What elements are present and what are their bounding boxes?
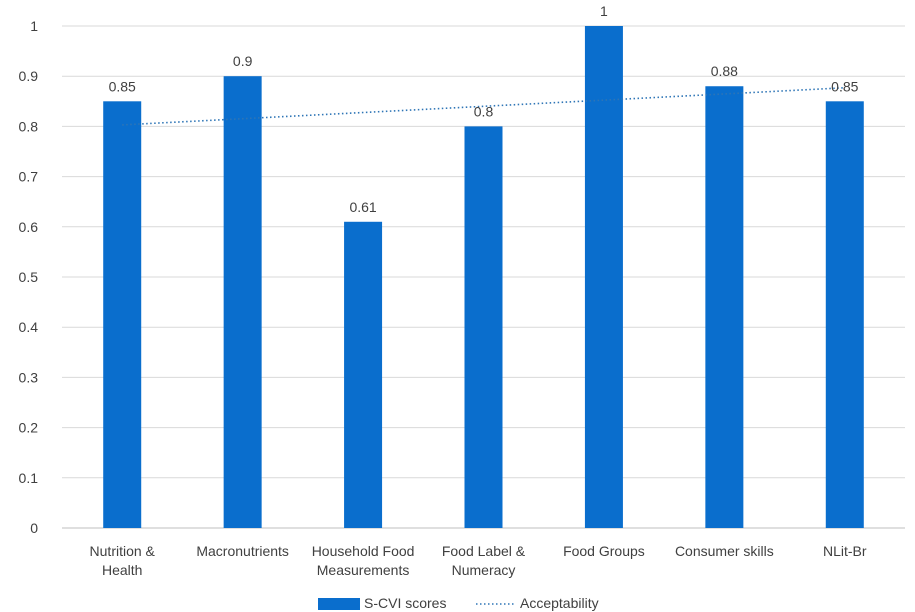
- legend-swatch-bar: [318, 598, 360, 610]
- y-tick-label: 0.6: [19, 219, 39, 235]
- data-label: 0.8: [474, 103, 494, 119]
- y-tick-label: 0: [30, 520, 38, 536]
- y-tick-label: 0.7: [19, 169, 39, 185]
- x-tick-label: Food Label & Numeracy: [442, 543, 526, 578]
- data-label: 0.88: [711, 63, 738, 79]
- legend-label: Acceptability: [520, 595, 599, 611]
- y-tick-label: 1: [30, 18, 38, 34]
- x-axis: Nutrition & Health Macronutrients Household…: [90, 543, 867, 578]
- y-axis: 0 0.1 0.2 0.3 0.4 0.5 0.6 0.7 0.8 0.9 1: [19, 18, 39, 536]
- bar: [584, 26, 623, 528]
- data-label: 0.61: [349, 199, 376, 215]
- y-tick-label: 0.8: [19, 118, 39, 134]
- data-label: 0.85: [831, 78, 858, 94]
- y-tick-label: 0.4: [19, 319, 39, 335]
- x-tick-label: Nutrition & Health: [90, 543, 156, 578]
- bar: [705, 86, 744, 529]
- y-tick-label: 0.9: [19, 68, 39, 84]
- x-tick-label: NLit-Br: [823, 543, 867, 559]
- data-label: 1: [600, 3, 608, 19]
- x-tick-label: Consumer skills: [675, 543, 774, 559]
- y-tick-label: 0.5: [19, 269, 39, 285]
- bar: [464, 126, 503, 529]
- bar: [344, 221, 383, 528]
- x-tick-label: Food Groups: [563, 543, 645, 559]
- legend-label: S-CVI scores: [364, 595, 446, 611]
- bar-series: [103, 26, 864, 529]
- bar: [825, 101, 864, 529]
- bar: [223, 76, 262, 528]
- legend: S-CVI scores Acceptability: [318, 595, 599, 611]
- y-tick-label: 0.3: [19, 369, 39, 385]
- x-tick-label: Household Food Measurements: [312, 543, 415, 578]
- data-label: 0.85: [109, 78, 136, 94]
- bar: [103, 101, 142, 529]
- y-tick-label: 0.2: [19, 420, 39, 436]
- y-tick-label: 0.1: [19, 470, 39, 486]
- acceptability-line: [122, 86, 845, 126]
- trend-line: [122, 86, 845, 126]
- data-labels: 0.85 0.9 0.61 0.8 1 0.88 0.85: [109, 3, 859, 215]
- x-tick-label: Macronutrients: [196, 543, 289, 559]
- data-label: 0.9: [233, 53, 253, 69]
